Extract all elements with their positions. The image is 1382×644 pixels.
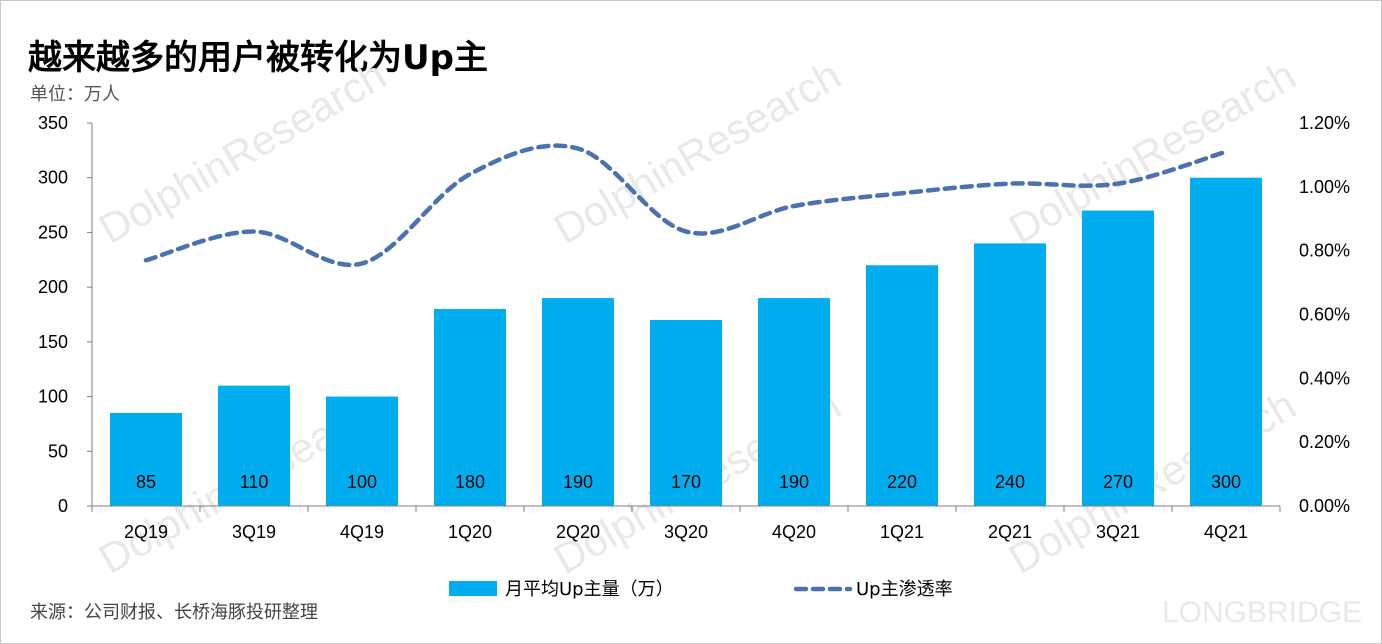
bar: [974, 243, 1046, 506]
data-label: 170: [671, 472, 701, 492]
bar: [866, 265, 938, 506]
bar: [1082, 210, 1154, 507]
watermark-layer: DolphinResearch DolphinResearch DolphinRes…: [91, 51, 1362, 629]
x-tick-label: 4Q21: [1204, 522, 1248, 542]
data-label: 300: [1211, 472, 1241, 492]
watermark: DolphinResearch: [91, 51, 394, 253]
data-label: 270: [1103, 472, 1133, 492]
legend-swatch-bar: [449, 581, 497, 596]
y-right-tick-label: 0.00%: [1299, 496, 1350, 516]
y-right-tick-label: 1.00%: [1299, 177, 1350, 197]
bar-series: 85 110 100 180 190 170 190 220 240 270 300: [110, 177, 1262, 507]
bar: [650, 319, 722, 506]
data-label: 240: [995, 472, 1025, 492]
x-tick-label: 2Q20: [556, 522, 600, 542]
source-note: 来源：公司财报、长桥海豚投研整理: [30, 602, 318, 623]
data-label: 220: [887, 472, 917, 492]
data-label: 190: [779, 472, 809, 492]
x-tick-label: 1Q21: [880, 522, 924, 542]
x-tick-label: 3Q20: [664, 522, 708, 542]
bar: [542, 298, 614, 506]
y-right-tick-label: 0.40%: [1299, 368, 1350, 388]
x-tick-label: 1Q20: [448, 522, 492, 542]
bar: [110, 412, 182, 506]
line-series: [143, 143, 1229, 268]
bar: [758, 298, 830, 506]
watermark-mark: DolphinResearch: [91, 51, 394, 253]
unit-label: 单位：万人: [30, 84, 120, 105]
chart-title: 越来越多的用户被转化为Up主: [28, 38, 488, 78]
y-right-tick-label: 0.60%: [1299, 305, 1350, 325]
x-tick-label: 3Q19: [232, 522, 276, 542]
x-tick-label: 4Q20: [772, 522, 816, 542]
y-right-tick-label: 0.20%: [1299, 432, 1350, 452]
axes: 0 50 100 150 200 250 300 350 0.00% 0.20% 0.40% 0.60…: [38, 113, 1350, 542]
x-tick-label: 2Q19: [124, 522, 168, 542]
brand-watermark: LONGBRIDGE: [1162, 596, 1362, 629]
x-tick-label: 2Q21: [988, 522, 1032, 542]
bar: [1190, 177, 1262, 506]
bar: [326, 396, 398, 506]
data-label: 110: [240, 472, 269, 492]
y-right-tick-label: 1.20%: [1299, 113, 1350, 133]
x-tick-label: 4Q19: [340, 522, 384, 542]
data-label: 85: [136, 472, 156, 492]
data-label: 100: [347, 472, 377, 492]
y-left-tick-label: 300: [38, 168, 68, 188]
y-right-tick-label: 0.80%: [1299, 241, 1350, 261]
y-left-tick-label: 150: [38, 332, 68, 352]
legend-label-bar: 月平均Up主量（万）: [505, 579, 674, 600]
data-label: 190: [563, 472, 593, 492]
x-tick-label: 3Q21: [1096, 522, 1140, 542]
y-left-tick-label: 350: [38, 113, 68, 133]
legend-label-line: Up主渗透率: [856, 579, 953, 600]
bar: [218, 385, 290, 506]
legend: 月平均Up主量（万） Up主渗透率: [449, 579, 953, 600]
bar: [434, 309, 506, 506]
y-left-tick-label: 200: [38, 277, 68, 297]
y-left-tick-label: 0: [58, 496, 68, 516]
data-label: 180: [455, 472, 485, 492]
y-left-tick-label: 250: [38, 222, 68, 242]
y-left-tick-label: 100: [38, 387, 68, 407]
y-left-tick-label: 50: [48, 441, 68, 461]
penetration-line: [143, 143, 1229, 268]
